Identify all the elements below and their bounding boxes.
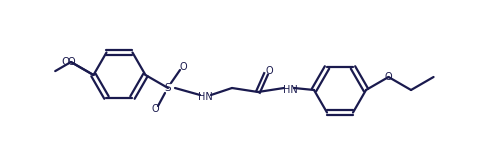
Text: O: O (179, 62, 187, 72)
Text: HN: HN (283, 85, 297, 95)
Text: O: O (265, 66, 273, 76)
Text: HN: HN (198, 92, 212, 102)
Text: S: S (165, 83, 171, 93)
Text: O: O (385, 72, 392, 82)
Text: O: O (67, 57, 75, 67)
Text: O: O (62, 57, 70, 67)
Text: O: O (151, 104, 159, 114)
